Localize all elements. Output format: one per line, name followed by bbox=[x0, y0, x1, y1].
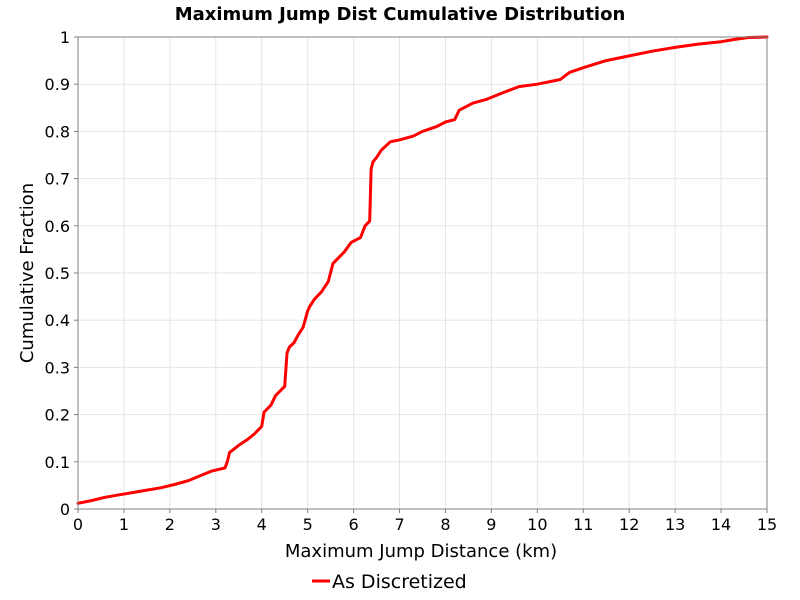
y-tick-label: 0.1 bbox=[45, 453, 70, 472]
x-tick-label: 14 bbox=[711, 515, 731, 534]
series-line-as-discretized bbox=[76, 35, 769, 505]
x-tick-label: 11 bbox=[573, 515, 593, 534]
x-tick-label: 0 bbox=[73, 515, 83, 534]
x-tick-label: 9 bbox=[486, 515, 496, 534]
x-tick-label: 7 bbox=[394, 515, 404, 534]
chart-title: Maximum Jump Dist Cumulative Distributio… bbox=[175, 4, 626, 25]
legend: As Discretized bbox=[312, 571, 467, 593]
y-axis-label: Cumulative Fraction bbox=[17, 183, 38, 363]
y-tick-label: 1 bbox=[60, 28, 70, 47]
x-tick-label: 12 bbox=[619, 515, 639, 534]
x-tick-label: 8 bbox=[440, 515, 450, 534]
x-axis-label: Maximum Jump Distance (km) bbox=[285, 541, 557, 562]
x-tick-label: 2 bbox=[165, 515, 175, 534]
x-tick-label: 13 bbox=[665, 515, 685, 534]
grid-layer bbox=[77, 36, 768, 510]
x-tick-label: 4 bbox=[257, 515, 267, 534]
x-tick-label: 1 bbox=[119, 515, 129, 534]
y-tick-label: 0.6 bbox=[45, 217, 70, 236]
x-tick-label: 6 bbox=[349, 515, 359, 534]
y-tick-label: 0.5 bbox=[45, 264, 70, 283]
y-tick-label: 0.9 bbox=[45, 75, 70, 94]
y-tick-label: 0.3 bbox=[45, 358, 70, 377]
x-tick-label: 10 bbox=[527, 515, 547, 534]
series-layer bbox=[76, 35, 769, 505]
y-tick-label: 0.2 bbox=[45, 406, 70, 425]
x-tick-label: 3 bbox=[211, 515, 221, 534]
x-tick-label: 15 bbox=[757, 515, 777, 534]
legend-label: As Discretized bbox=[332, 571, 467, 593]
y-tick-label: 0.7 bbox=[45, 170, 70, 189]
x-tick-label: 5 bbox=[303, 515, 313, 534]
y-tick-label: 0.8 bbox=[45, 122, 70, 141]
y-tick-label: 0 bbox=[60, 500, 70, 519]
y-tick-label: 0.4 bbox=[45, 311, 70, 330]
axis-layer: 0 1 2 3 4 5 6 7 8 9 10 11 12 13 14 1500.10.20.30.40.50.… bbox=[45, 28, 778, 534]
